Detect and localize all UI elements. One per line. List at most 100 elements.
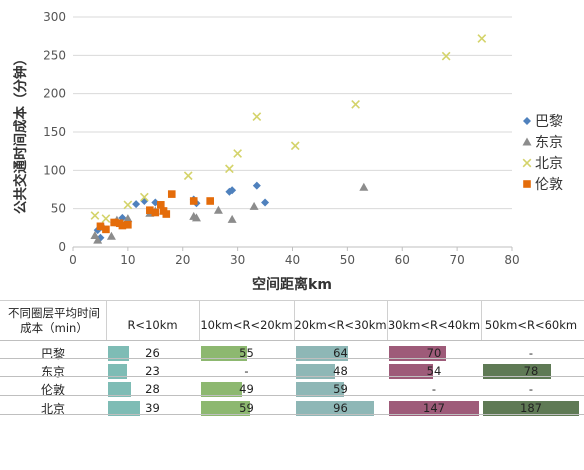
legend-marker-diamond <box>523 117 531 125</box>
table-rule <box>0 358 584 359</box>
data-point-diamond <box>228 186 237 195</box>
bar-cell: - <box>389 382 479 397</box>
x-stroke <box>139 192 149 202</box>
row-label: 东京 <box>40 365 65 379</box>
data-point-x <box>252 112 262 122</box>
data-point-triangle <box>191 213 201 222</box>
cell-value: 55 <box>239 346 254 360</box>
y-tick-labels: 0 50 100 150 200 250 300 <box>43 10 66 254</box>
cell-value: - <box>528 382 534 396</box>
data-point-x <box>101 214 111 223</box>
data-point-diamond <box>261 198 270 207</box>
data-point-x <box>183 171 193 181</box>
legend-label: 北京 <box>535 156 563 172</box>
bar-cell: - <box>483 346 579 361</box>
data-bar <box>108 401 140 416</box>
x-tick-label: 30 <box>230 253 245 267</box>
bar-cell: 59 <box>201 401 292 416</box>
legend-label: 伦敦 <box>535 177 563 193</box>
data-point-triangle <box>123 214 133 223</box>
y-tick-label: 100 <box>43 163 66 177</box>
x-stroke <box>477 34 487 43</box>
data-point-square <box>206 197 214 205</box>
column-divider <box>106 300 107 340</box>
bar-cell: 39 <box>108 401 197 416</box>
table-rule <box>0 300 584 301</box>
cell-value: 59 <box>239 401 254 415</box>
data-bar <box>296 382 344 397</box>
column-divider <box>199 300 200 340</box>
y-tick-label: 250 <box>43 48 66 62</box>
cell-value: 48 <box>333 364 348 378</box>
y-tick-label: 300 <box>43 10 66 24</box>
x-stroke <box>183 171 193 181</box>
bar-cell: - <box>483 382 579 397</box>
x-tick-label: 80 <box>504 253 519 267</box>
bar-cell: 28 <box>108 382 197 397</box>
y-axis-label: 公共交通时间成本（分钟） <box>12 52 29 214</box>
row-label: 伦敦 <box>40 383 65 397</box>
data-point-triangle <box>106 231 116 240</box>
column-header: 20km<R<30km <box>294 318 387 332</box>
column-divider <box>294 300 295 340</box>
scatter-chart: 0 50 100 150 200 250 300 0 10 20 30 40 50 60 70 80 巴黎东… <box>12 10 563 293</box>
data-point-square <box>146 206 154 214</box>
table-rule <box>0 414 584 415</box>
data-point-diamond <box>132 200 141 209</box>
data-bar <box>201 346 247 361</box>
data-points <box>90 34 487 244</box>
bar-cell: 54 <box>389 364 479 379</box>
data-point-x <box>477 34 487 43</box>
data-point-triangle <box>249 201 259 210</box>
x-stroke <box>225 164 234 174</box>
axes <box>72 246 513 251</box>
x-tick-label: 10 <box>120 253 135 267</box>
data-point-triangle <box>227 214 237 223</box>
x-tick-labels: 0 10 20 30 40 50 60 70 80 <box>69 253 519 267</box>
data-point-triangle <box>213 205 223 214</box>
column-header: 10km<R<20km <box>200 318 293 332</box>
cell-value: 26 <box>145 346 160 360</box>
legend-marker-x <box>522 158 532 168</box>
table-rule <box>0 340 584 341</box>
data-bar <box>296 346 348 361</box>
data-bar <box>389 346 446 361</box>
bar-cell: 64 <box>296 346 385 361</box>
x-stroke <box>290 141 300 151</box>
table-corner-header: 不同圈层平均时间成本（min） <box>8 306 100 335</box>
data-bar <box>201 382 242 397</box>
bar-cell: 26 <box>108 346 197 361</box>
x-tick-label: 60 <box>395 253 410 267</box>
data-bar <box>389 401 479 416</box>
legend-marker-triangle <box>522 137 532 146</box>
data-point-triangle <box>93 235 103 244</box>
column-header: 50km<R<60km <box>484 318 578 332</box>
data-point-x <box>90 211 100 220</box>
cell-value: 70 <box>426 346 442 360</box>
x-stroke <box>101 214 111 223</box>
cell-value: 187 <box>520 401 542 415</box>
data-bar <box>483 364 551 379</box>
data-bar <box>296 364 335 379</box>
data-point-square <box>96 222 105 231</box>
y-tick-label: 0 <box>58 240 66 254</box>
data-point-square <box>124 220 132 229</box>
data-point-x <box>441 51 451 61</box>
data-point-x <box>233 149 242 158</box>
data-point-x <box>290 141 300 151</box>
x-stroke <box>90 211 100 220</box>
table-rule <box>0 395 584 396</box>
data-point-square <box>102 225 110 234</box>
data-point-square <box>189 197 198 205</box>
cell-value: 96 <box>333 401 348 415</box>
column-header: 30km<R<40km <box>387 318 481 332</box>
data-point-square <box>157 201 165 209</box>
cost-table: 不同圈层平均时间成本（min） R<10km 10km<R<20km 20km<R<… <box>0 300 584 422</box>
cell-value: 39 <box>145 401 160 415</box>
data-bar <box>108 364 127 379</box>
data-point-square <box>162 210 171 218</box>
data-point-x <box>123 200 133 210</box>
bar-cell: 55 <box>201 346 292 361</box>
legend-marker-square <box>523 180 531 188</box>
cell-value: - <box>431 382 437 396</box>
